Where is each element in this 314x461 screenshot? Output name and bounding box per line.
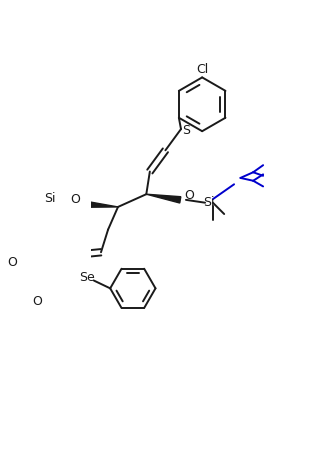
Text: O: O xyxy=(7,256,17,269)
Text: Si: Si xyxy=(203,196,214,209)
Text: O: O xyxy=(184,189,194,202)
Text: O: O xyxy=(70,193,80,207)
Text: Se: Se xyxy=(79,271,95,284)
Polygon shape xyxy=(84,201,118,207)
Text: Si: Si xyxy=(44,192,56,205)
Text: Cl: Cl xyxy=(196,63,208,76)
Polygon shape xyxy=(146,194,181,203)
Text: O: O xyxy=(32,296,42,308)
Text: S: S xyxy=(182,124,190,137)
